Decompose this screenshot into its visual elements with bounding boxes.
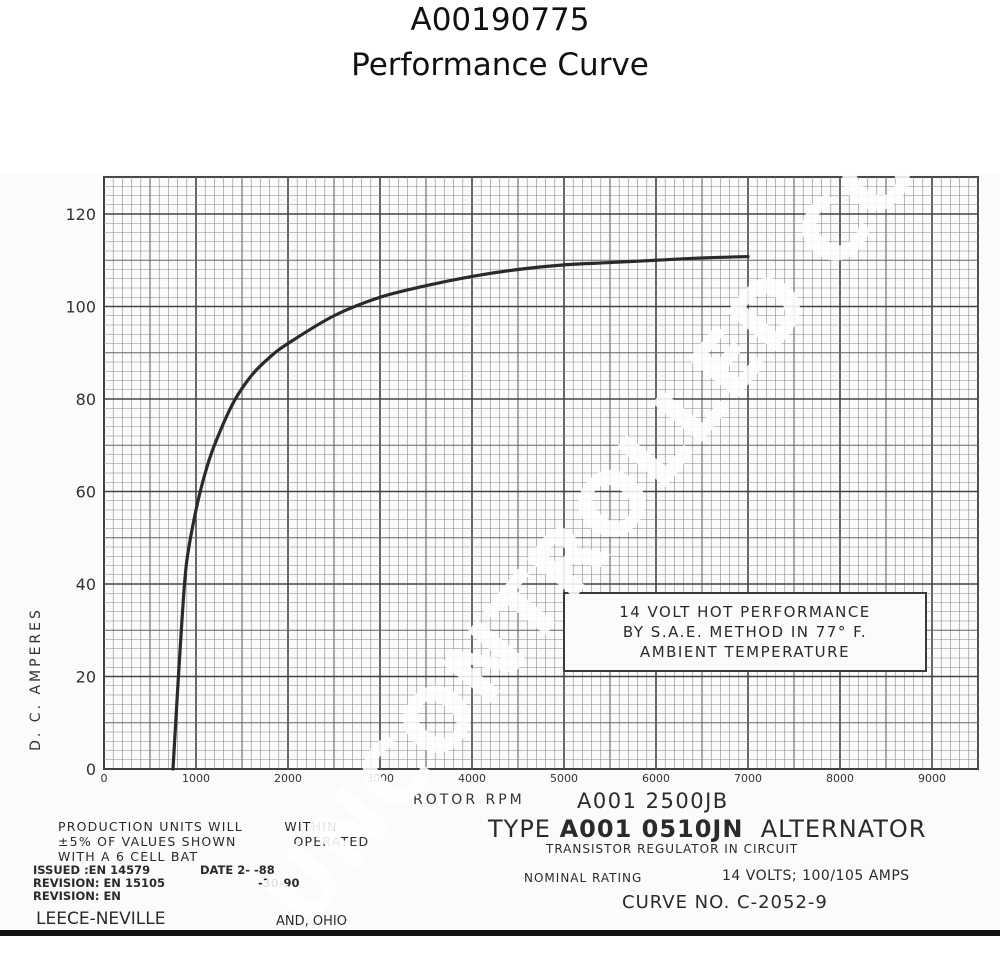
revision-line-1: REVISION: EN 15105 [33, 876, 165, 890]
x-tick-label: 3000 [366, 772, 394, 785]
performance-curve-line [171, 254, 750, 771]
y-axis-label: D. C. AMPERES [28, 607, 44, 751]
chart-grid [103, 176, 979, 770]
x-tick-labels: 0 1000 2000 3000 4000 5000 6000 7000 8000 9000 [101, 772, 947, 785]
nominal-rating-label: NOMINAL RATING [524, 871, 643, 885]
y-tick-labels: 0 20 40 60 80 100 120 [65, 205, 96, 779]
production-note-line-2: ±5% OF VALUES SHOWN OPERATED [58, 834, 370, 849]
y-tick-label: 100 [65, 298, 96, 317]
chart-series [171, 254, 750, 771]
x-tick-label: 9000 [918, 772, 946, 785]
x-tick-label: 7000 [734, 772, 762, 785]
revision-line-2: REVISION: EN [33, 889, 121, 903]
test-condition-note: 14 VOLT HOT PERFORMANCE BY S.A.E. METHOD… [563, 592, 927, 672]
note-line-2: BY S.A.E. METHOD IN 77° F. [622, 623, 868, 641]
company-name: LEECE-NEVILLE [36, 909, 166, 929]
production-note-line-3: WITH A 6 CELL BAT [58, 849, 199, 864]
x-tick-label: 1000 [182, 772, 210, 785]
page-title: A00190775 [410, 2, 590, 38]
regulator-note: TRANSISTOR REGULATOR IN CIRCUIT [546, 842, 799, 856]
issued-date: DATE 2- -88 [200, 863, 275, 877]
issued-line: ISSUED :EN 14579 [33, 863, 151, 877]
type-model: A001 0510JN [559, 815, 744, 843]
page-subtitle: Performance Curve [351, 47, 649, 83]
x-tick-label: 5000 [550, 772, 578, 785]
type-prefix: TYPE [488, 815, 551, 843]
alternator-type-line: TYPE A001 0510JN ALTERNATOR [488, 815, 926, 843]
performance-chart: 0 20 40 60 80 100 120 0 1000 2000 3000 4000 5000 600… [28, 176, 979, 808]
curve-number: CURVE NO. C-2052-9 [622, 892, 828, 913]
scanned-chart-sheet: 0 20 40 60 80 100 120 0 1000 2000 3000 4000 5000 600… [0, 174, 1000, 936]
bottom-border-rule [0, 930, 1000, 936]
y-tick-label: 80 [76, 390, 96, 409]
y-tick-label: 0 [86, 760, 96, 779]
x-tick-label: 6000 [642, 772, 670, 785]
y-tick-label: 60 [76, 483, 96, 502]
x-axis-label: ROTOR RPM [413, 792, 525, 808]
production-note-line-1: PRODUCTION UNITS WILL WITHIN [58, 819, 338, 834]
x-tick-label: 0 [101, 772, 108, 785]
x-tick-label: 8000 [826, 772, 854, 785]
company-city: AND, OHIO [276, 914, 347, 929]
type-suffix: ALTERNATOR [760, 815, 927, 843]
note-line-1: 14 VOLT HOT PERFORMANCE [619, 603, 871, 621]
note-line-3: AMBIENT TEMPERATURE [639, 643, 851, 661]
y-tick-label: 20 [76, 668, 96, 687]
alternate-type-number: A001 2500JB [577, 789, 729, 813]
y-tick-label: 120 [65, 205, 96, 224]
y-tick-label: 40 [76, 575, 96, 594]
x-tick-label: 4000 [458, 772, 486, 785]
revision-date-1: -30-90 [258, 876, 300, 890]
x-tick-label: 2000 [274, 772, 302, 785]
nominal-rating-value: 14 VOLTS; 100/105 AMPS [722, 868, 910, 884]
